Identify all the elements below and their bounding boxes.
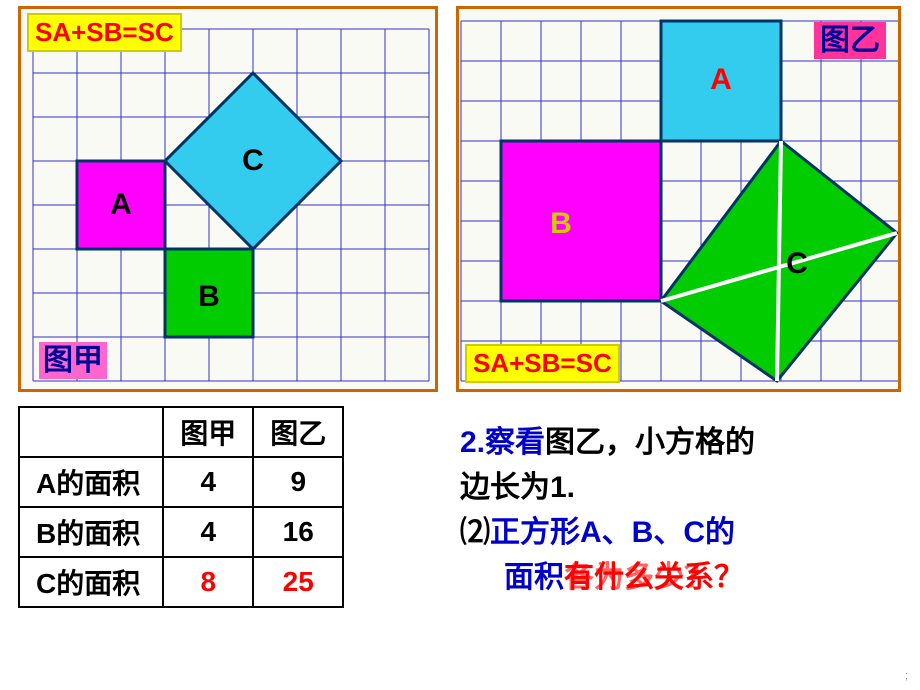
question-line-1: 2.察看图乙，小方格的 bbox=[460, 420, 890, 465]
svg-text:A: A bbox=[710, 63, 732, 96]
table-cell: 4 bbox=[163, 507, 253, 557]
figure-jia-svg: A B C bbox=[21, 9, 435, 389]
page-note: ; bbox=[905, 670, 908, 682]
table-cell: 图甲 bbox=[163, 407, 253, 457]
question-text: 2.察看图乙，小方格的 边长为1. ⑵正方形A、B、C的 面积各为多少？有什么关… bbox=[460, 420, 890, 600]
table-cell: 4 bbox=[163, 457, 253, 507]
table-row: C的面积 8 25 bbox=[19, 557, 343, 607]
formula-yi: SA+SB=SC bbox=[465, 344, 620, 383]
svg-text:C: C bbox=[786, 247, 808, 280]
question-line-3: 面积各为多少？有什么关系？ bbox=[460, 555, 890, 600]
table-cell: C的面积 bbox=[19, 557, 163, 607]
figure-jia-panel: A B C SA+SB=SC 图甲 bbox=[18, 6, 438, 392]
table-row: B的面积 4 16 bbox=[19, 507, 343, 557]
area-table: 图甲 图乙 A的面积 4 9 B的面积 4 16 C的面积 8 25 bbox=[18, 406, 344, 608]
table-cell: 9 bbox=[253, 457, 343, 507]
figure-jia-label: 图甲 bbox=[31, 333, 115, 381]
table-cell: B的面积 bbox=[19, 507, 163, 557]
figure-yi-panel: A B C 图乙 SA+SB=SC bbox=[456, 6, 901, 392]
svg-text:B: B bbox=[550, 207, 572, 240]
formula-jia: SA+SB=SC bbox=[27, 13, 182, 52]
figure-yi-label: 图乙 bbox=[806, 13, 894, 61]
table-header-row: 图甲 图乙 bbox=[19, 407, 343, 457]
table-cell: 图乙 bbox=[253, 407, 343, 457]
question-line-2: ⑵正方形A、B、C的 bbox=[460, 510, 890, 555]
table-cell: 25 bbox=[253, 557, 343, 607]
question-line-1b: 边长为1. bbox=[460, 465, 890, 510]
table-cell: 8 bbox=[163, 557, 253, 607]
svg-text:C: C bbox=[242, 144, 264, 177]
table-cell bbox=[19, 407, 163, 457]
table-cell: 16 bbox=[253, 507, 343, 557]
table-cell: A的面积 bbox=[19, 457, 163, 507]
svg-text:A: A bbox=[110, 188, 132, 221]
table-row: A的面积 4 9 bbox=[19, 457, 343, 507]
figure-yi-svg: A B C bbox=[459, 9, 898, 389]
svg-text:B: B bbox=[198, 280, 220, 313]
